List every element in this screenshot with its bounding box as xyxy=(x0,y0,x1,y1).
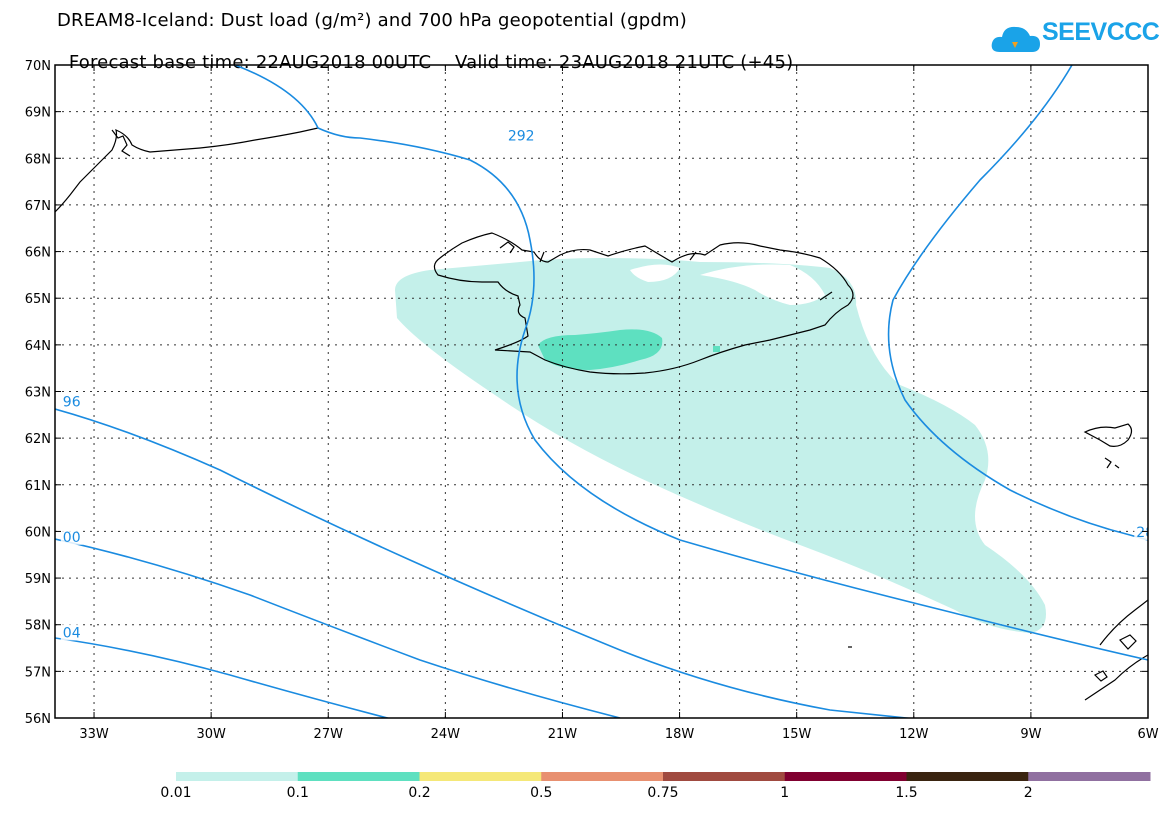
dust-area-low xyxy=(395,258,1046,633)
lat-tick-label: 66N xyxy=(25,246,51,261)
lat-tick-label: 61N xyxy=(25,479,51,494)
lon-tick-label: 12W xyxy=(899,727,929,742)
dust-clear-area-2 xyxy=(630,264,680,282)
contour-label: 96 xyxy=(63,394,81,410)
lat-tick-label: 60N xyxy=(25,525,51,540)
lat-tick-label: 67N xyxy=(25,199,51,214)
colorbar-swatch xyxy=(1028,772,1151,781)
colorbar-label: 0.2 xyxy=(408,785,431,801)
lat-tick-label: 68N xyxy=(25,152,51,167)
cloud-icon xyxy=(991,26,1040,52)
lat-tick-label: 70N xyxy=(25,59,51,74)
lat-tick-label: 57N xyxy=(25,665,51,680)
lon-tick-label: 21W xyxy=(548,727,578,742)
dust-area-mid xyxy=(538,329,663,370)
lon-tick-label: 33W xyxy=(79,727,109,742)
colorbar-swatch xyxy=(541,772,664,781)
coastline xyxy=(55,127,1148,701)
lat-tick-label: 56N xyxy=(25,712,51,727)
dust-clear-area xyxy=(700,264,825,305)
colorbar-label: 2 xyxy=(1023,785,1033,801)
forecast-base-time: Forecast base time: 22AUG2018 00UTC xyxy=(68,52,432,73)
logo-text: SEEVCCC xyxy=(1042,18,1160,46)
colorbar-label: 1.5 xyxy=(895,785,918,801)
valid-time: Valid time: 23AUG2018 21UTC (+45) xyxy=(454,52,794,73)
longitude-labels: 33W 30W 27W 24W 21W 18W 15W 12W 9W 6W xyxy=(79,727,1158,742)
map-title: DREAM8-Iceland: Dust load (g/m²) and 700… xyxy=(57,10,687,31)
lat-tick-label: 62N xyxy=(25,432,51,447)
iceland-coast xyxy=(433,232,854,375)
lon-tick-label: 27W xyxy=(314,727,344,742)
lat-tick-label: 58N xyxy=(25,619,51,634)
contour-label: 00 xyxy=(63,530,81,546)
lon-tick-label: 24W xyxy=(431,727,461,742)
contour-label: 04 xyxy=(63,625,81,641)
colorbar-label: 0.1 xyxy=(286,785,309,801)
colorbar-swatch xyxy=(176,772,299,781)
lat-tick-label: 65N xyxy=(25,292,51,307)
colorbar-swatch xyxy=(663,772,786,781)
colorbar-swatch xyxy=(906,772,1029,781)
lon-tick-label: 9W xyxy=(1020,727,1041,742)
colorbar-swatch xyxy=(419,772,542,781)
colorbar-swatch xyxy=(297,772,420,781)
lon-tick-label: 30W xyxy=(196,727,226,742)
map-subtitle: Forecast base time: 22AUG2018 00UTC Vali… xyxy=(57,33,793,73)
geopotential-contours xyxy=(55,65,1148,718)
contour-label: 292 xyxy=(508,129,535,145)
colorbar-label: 0.01 xyxy=(160,785,192,801)
colorbar-label: 0.5 xyxy=(530,785,553,801)
lon-tick-label: 15W xyxy=(782,727,812,742)
lat-tick-label: 63N xyxy=(25,386,51,401)
seevccc-logo xyxy=(991,26,1040,52)
colorbar-swatch xyxy=(784,772,907,781)
lon-tick-label: 18W xyxy=(665,727,695,742)
colorbar-label: 1 xyxy=(780,785,790,801)
lat-tick-label: 64N xyxy=(25,339,51,354)
lat-tick-label: 69N xyxy=(25,106,51,121)
lon-tick-label: 6W xyxy=(1137,727,1158,742)
lat-tick-label: 59N xyxy=(25,572,51,587)
colorbar xyxy=(176,772,1151,781)
latitude-labels: 70N 69N 68N 67N 66N 65N 64N 63N 62N 61N 60N 59N 58N 5… xyxy=(25,59,51,727)
dust-area-mid-2 xyxy=(713,346,720,352)
contour-label: 28 xyxy=(1136,525,1154,541)
colorbar-label: 0.75 xyxy=(647,785,679,801)
